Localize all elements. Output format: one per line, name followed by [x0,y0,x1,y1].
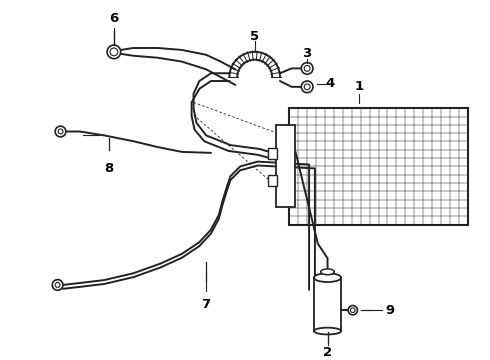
Text: 6: 6 [109,12,119,25]
Bar [276,125,295,207]
Text: 7: 7 [201,298,211,311]
Ellipse shape [321,269,334,275]
Circle shape [107,45,121,59]
Circle shape [58,129,63,134]
Circle shape [304,84,310,90]
Bar [269,148,277,159]
Bar [314,278,341,331]
Circle shape [55,283,60,287]
Text: 2: 2 [323,346,332,359]
Circle shape [304,66,310,71]
Text: 1: 1 [355,80,364,93]
Bar [269,175,277,186]
Circle shape [55,126,66,137]
Circle shape [348,306,357,315]
Text: 3: 3 [302,47,312,60]
Text: 8: 8 [104,162,114,175]
Ellipse shape [314,328,341,334]
Text: 9: 9 [385,304,394,317]
Circle shape [301,81,313,93]
Text: 5: 5 [250,30,259,43]
Ellipse shape [314,273,341,282]
Circle shape [301,63,313,74]
Circle shape [350,308,355,312]
Bar [289,108,468,225]
Text: 4: 4 [326,77,335,90]
Circle shape [52,280,63,290]
Circle shape [110,48,118,56]
